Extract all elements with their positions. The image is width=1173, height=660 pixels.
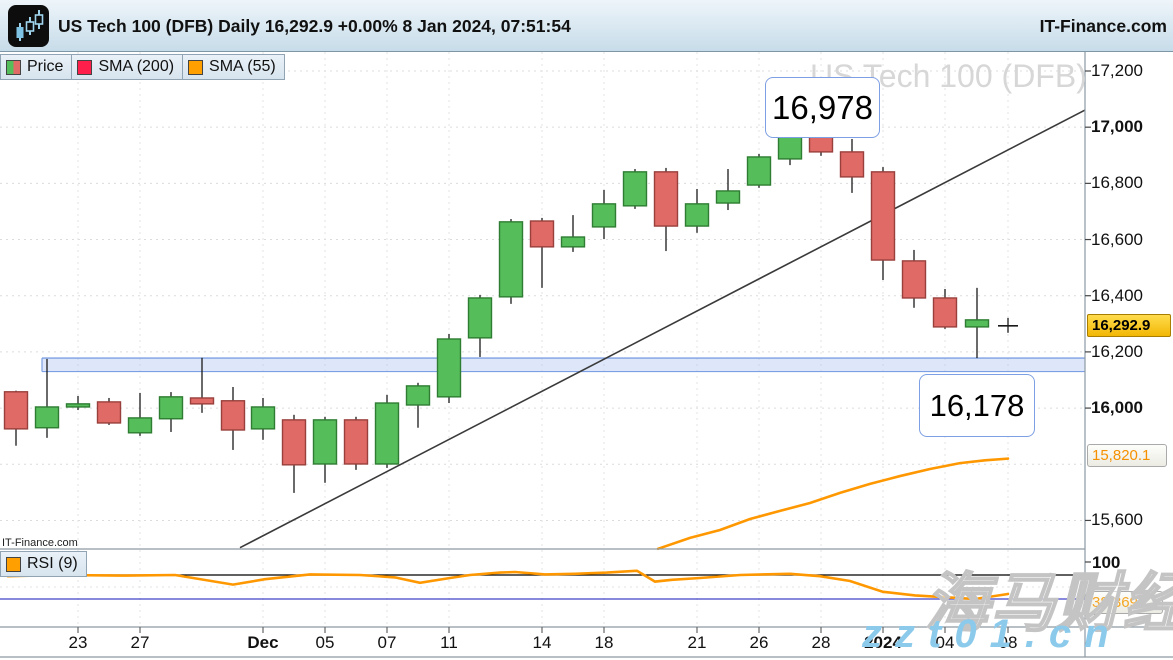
candle-up (498, 221, 524, 298)
sma55-swatch-icon (188, 59, 204, 75)
candle-up (250, 406, 276, 430)
candle-up (405, 385, 431, 406)
candle-up (964, 319, 990, 328)
y-axis-label: 16,400 (1091, 285, 1143, 305)
legend-item-sma55[interactable]: SMA (55) (182, 54, 285, 80)
candle-up (715, 190, 741, 204)
candle-down (220, 400, 246, 431)
candle-down (3, 391, 29, 430)
legend-sma55-label: SMA (55) (209, 58, 276, 75)
y-axis-label: 17,000 (1091, 117, 1143, 137)
candle-up (622, 171, 648, 207)
candle-up (684, 203, 710, 227)
candle-down (343, 419, 369, 465)
candle-up (65, 403, 91, 408)
sma55-line (656, 457, 1010, 551)
x-axis-label: 18 (594, 633, 614, 652)
legend-item-price[interactable]: Price (0, 54, 73, 80)
price-swatch-icon (6, 59, 21, 75)
candle-up (436, 338, 462, 398)
cn-watermark: 海马财经 (924, 566, 1173, 640)
candle-up (127, 417, 153, 434)
candle-up (746, 156, 772, 186)
candle-down (808, 136, 834, 153)
x-axis-label: 28 (811, 633, 831, 652)
x-axis-label: 21 (687, 633, 707, 652)
rsi-legend-label: RSI (9) (27, 555, 78, 572)
x-axis-label: 08 (998, 633, 1018, 652)
rsi-legend[interactable]: RSI (9) (0, 551, 87, 577)
candle-up (591, 203, 617, 228)
y-axis-label: 16,000 (1091, 398, 1143, 418)
x-axis-label: 11 (440, 633, 458, 652)
plot-brand-text: IT-Finance.com (2, 537, 78, 549)
candle-down (932, 297, 958, 328)
candle-down (653, 171, 679, 227)
sma200-swatch-icon (77, 59, 93, 75)
candle-down (96, 401, 122, 424)
candle-down (870, 171, 896, 261)
y-axis-label: 17,200 (1091, 61, 1143, 80)
candle-up (777, 136, 803, 160)
rsi-line (6, 569, 1010, 601)
rsi-axis-100: 100 (1092, 553, 1121, 572)
candle-down (529, 220, 555, 248)
x-axis-label: 23 (68, 633, 88, 652)
candle-up (34, 406, 60, 429)
rsi-value-badge: 38.369 (1087, 591, 1163, 614)
y-axis-label: 16,600 (1091, 229, 1143, 249)
sma55-value-badge: 15,820.1 (1087, 444, 1167, 467)
candle-up (467, 297, 493, 339)
support-zone (42, 358, 1085, 372)
legend-item-sma200[interactable]: SMA (200) (71, 54, 184, 80)
x-axis-label: 04 (935, 633, 955, 652)
x-axis-label: 14 (532, 633, 552, 652)
legend-sma200-label: SMA (200) (98, 58, 175, 75)
domain-watermark: zzt01.cn (862, 612, 1122, 656)
last-price-badge: 16,292.9 (1087, 314, 1171, 337)
brand-text: IT-Finance.com (1039, 15, 1167, 36)
x-axis-label: 27 (130, 633, 150, 652)
y-axis-label: 16,200 (1091, 341, 1143, 361)
x-axis-label: 26 (749, 633, 769, 652)
y-axis-label: 15,600 (1091, 510, 1143, 530)
rsi-swatch-icon (6, 556, 21, 572)
candle-up (158, 396, 184, 420)
candle-down (189, 397, 215, 405)
candle-up (374, 402, 400, 465)
annotation-swing-high[interactable]: 16,978 (765, 77, 880, 138)
header-bar: US Tech 100 (DFB) Daily 16,292.9 +0.00% … (0, 0, 1173, 52)
trendline (239, 109, 1086, 549)
y-axis-label: 16,800 (1091, 173, 1143, 193)
candle-down (281, 419, 307, 466)
x-axis-label: Dec (247, 633, 279, 652)
x-axis-label: 07 (377, 633, 397, 652)
x-axis-label: 05 (315, 633, 335, 652)
candle-up (560, 236, 586, 248)
x-axis-label: 2024 (864, 633, 902, 652)
candle-down (901, 260, 927, 299)
chart-title: US Tech 100 (DFB) Daily 16,292.9 +0.00% … (58, 15, 571, 36)
candle-down (839, 151, 865, 178)
annotation-support-zone[interactable]: 16,178 (919, 374, 1035, 437)
main-legend: Price SMA (200) SMA (55) (0, 54, 285, 80)
candle-up (312, 419, 338, 465)
candlestick-logo-icon (8, 5, 49, 47)
legend-price-label: Price (27, 58, 64, 75)
